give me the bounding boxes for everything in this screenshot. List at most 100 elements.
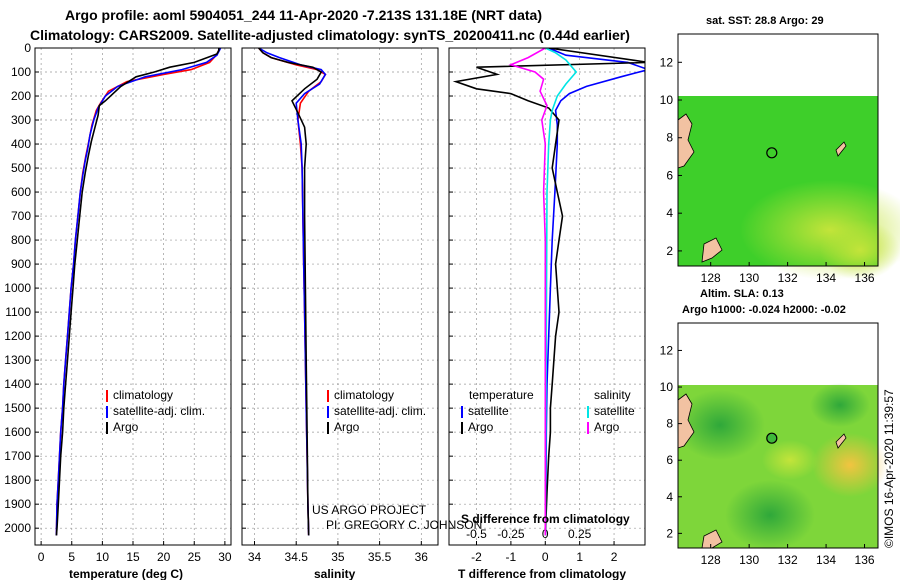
salinity-series xyxy=(258,48,327,536)
map-y-tick-label: 6 xyxy=(666,453,673,467)
sla-high-patch xyxy=(812,433,888,497)
depth-tick-label: 500 xyxy=(11,161,31,175)
legend-label-satellite-adj: satellite-adj. clim. xyxy=(113,404,205,418)
depth-tick-label: 0 xyxy=(24,41,31,55)
sst-map-title: sat. SST: 28.8 Argo: 29 xyxy=(706,15,824,27)
depth-tick-label: 1900 xyxy=(4,497,31,511)
salinity-grid xyxy=(242,47,438,545)
depth-tick-label: 200 xyxy=(11,89,31,103)
depth-tick-label: 100 xyxy=(11,65,31,79)
map-x-tick-label: 130 xyxy=(739,553,759,567)
land-mass xyxy=(701,237,723,263)
depth-tick-label: 1800 xyxy=(4,473,31,487)
legend-title-temperature: temperature xyxy=(469,388,534,402)
argo-float-marker xyxy=(766,147,778,159)
map-y-tick-label: 10 xyxy=(660,93,674,107)
temperature-tick-labels: 0 5 10 15 20 25 30 xyxy=(38,541,232,564)
map-y-tick-label: 6 xyxy=(666,168,673,182)
difference-tick-labels: -2 -1 0 1 2 xyxy=(471,541,618,564)
sst-map: sat. SST: 28.8 Argo: 29 128 130 132 134 1362… xyxy=(660,15,900,285)
imos-credit: ©IMOS 16-Apr-2020 11:39:57 xyxy=(882,389,896,548)
land-mass xyxy=(677,113,695,169)
sla-low-patch xyxy=(675,390,765,460)
legend-label-s-satellite: satellite xyxy=(594,404,635,418)
depth-tick-label: 300 xyxy=(11,113,31,127)
title-line-1: Argo profile: aoml 5904051_244 11-Apr-20… xyxy=(65,7,542,23)
sst-map-ticks: 128 130 132 134 136 2 4 6 8 10 12 xyxy=(660,55,875,285)
salinity-tick-labels: 34 34.5 35 35.5 36 xyxy=(248,541,428,564)
x-tick-label: 35.5 xyxy=(368,550,392,564)
map-x-tick-label: 134 xyxy=(816,553,836,567)
depth-tick-labels: 0 100 200 300 400 500 600 700 800 900 1000 1100 1200… xyxy=(4,41,31,535)
difference-legend: temperature satellite Argo salinity sate… xyxy=(461,388,635,434)
series-line-salinity-satellite xyxy=(544,48,578,536)
depth-tick-label: 1000 xyxy=(4,281,31,295)
depth-tick-label: 800 xyxy=(11,233,31,247)
sla-low-patch xyxy=(810,383,870,427)
salinity-difference-tick-labels: -0.25 0 0.25-0.5 xyxy=(466,527,592,541)
map-y-tick-label: 8 xyxy=(666,131,673,145)
temperature-grid xyxy=(35,47,231,545)
map-y-tick-label: 12 xyxy=(660,55,674,69)
land-mass xyxy=(701,529,723,549)
map-y-tick-label: 10 xyxy=(660,380,674,394)
x-tick-label: -2 xyxy=(471,550,482,564)
series-line-satellite-adj-clim- xyxy=(258,48,327,536)
difference-xlabel: T difference from climatology xyxy=(458,567,626,580)
series-line-climatology xyxy=(258,48,327,536)
map-x-tick-label: 134 xyxy=(816,271,836,285)
x-tick-label: 25 xyxy=(188,550,202,564)
temperature-panel: 0100200300400500600700800900100011001200… xyxy=(4,41,232,580)
series-line-argo xyxy=(55,48,220,536)
map-y-tick-label: 2 xyxy=(666,526,673,540)
depth-tick-label: 1400 xyxy=(4,377,31,391)
sla-map-ticks: 128 130 132 134 136 2 4 6 8 10 12 xyxy=(660,343,875,567)
map-x-tick-label: 132 xyxy=(778,271,798,285)
salinity-panel: 34 34.5 35 35.5 36 salinity climatology sate… xyxy=(241,47,482,580)
depth-tick-label: 1100 xyxy=(5,305,31,319)
legend-title-salinity: salinity xyxy=(594,388,631,402)
x-tick-label: 0 xyxy=(38,550,45,564)
depth-tick-label: 900 xyxy=(11,257,31,271)
temperature-legend: climatology satellite-adj. clim. Argo xyxy=(106,388,205,434)
sla-high-patch xyxy=(762,440,818,480)
legend-label-satellite-adj: satellite-adj. clim. xyxy=(334,404,426,418)
map-y-tick-label: 2 xyxy=(666,244,673,258)
x-tick-label: 5 xyxy=(68,550,75,564)
legend-label-climatology: climatology xyxy=(113,388,173,402)
sla-map-frame xyxy=(677,322,879,549)
legend-label-argo: Argo xyxy=(113,420,139,434)
series-line-satellite-adj-clim- xyxy=(55,48,222,536)
difference-series xyxy=(452,48,645,536)
map-y-tick-label: 8 xyxy=(666,417,673,431)
salinity-xlabel: salinity xyxy=(314,567,356,580)
x-tick-label: 34.5 xyxy=(285,550,309,564)
salinity-legend: climatology satellite-adj. clim. Argo xyxy=(327,388,426,434)
legend-label-t-satellite: satellite xyxy=(468,404,509,418)
series-line-temperature-argo xyxy=(452,48,645,536)
salinity-axes-frame xyxy=(241,47,439,546)
map-y-tick-label: 4 xyxy=(666,206,673,220)
argo-float-marker xyxy=(766,432,778,444)
island xyxy=(835,141,847,157)
temperature-series xyxy=(55,48,222,536)
series-line-salinity-argo xyxy=(508,48,548,536)
legend-label-t-argo: Argo xyxy=(468,420,494,434)
map-x-tick-label: 130 xyxy=(739,271,759,285)
series-line-argo xyxy=(258,48,323,536)
x2-tick-label: 0.25 xyxy=(568,527,592,541)
pi-credit: PI: GREGORY C. JOHNSON xyxy=(326,518,482,532)
legend-label-climatology: climatology xyxy=(334,388,394,402)
x-tick-label: 1 xyxy=(576,550,583,564)
sla-map-subtitle: Argo h1000: -0.024 h2000: -0.02 xyxy=(682,304,846,316)
map-y-tick-label: 12 xyxy=(660,343,674,357)
sla-low-patch xyxy=(725,480,815,550)
x-tick-label: 35 xyxy=(331,550,345,564)
sla-map-no-data xyxy=(678,323,878,385)
sst-warm-patch xyxy=(820,220,900,280)
map-x-tick-label: 128 xyxy=(701,271,721,285)
depth-tick-label: 1200 xyxy=(4,329,31,343)
temperature-axes-frame xyxy=(34,47,232,546)
x2-tick-label: -0.25 xyxy=(497,527,525,541)
